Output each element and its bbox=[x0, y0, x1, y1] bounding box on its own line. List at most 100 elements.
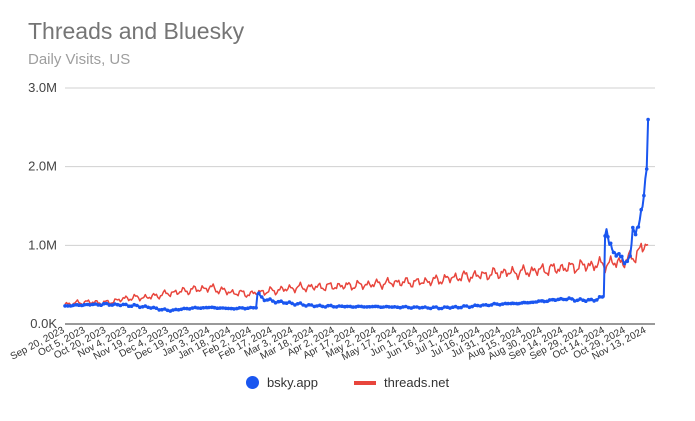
data-point-bsky bbox=[168, 309, 173, 313]
data-point-bsky bbox=[174, 307, 178, 312]
data-point-bsky bbox=[124, 302, 128, 307]
legend: bsky.app threads.net bbox=[0, 375, 695, 390]
data-point-bsky bbox=[318, 303, 322, 308]
data-point-bsky bbox=[270, 299, 275, 303]
data-point-bsky bbox=[511, 301, 516, 306]
data-point-bsky bbox=[570, 297, 574, 301]
chart-subtitle: Daily Visits, US bbox=[28, 51, 131, 68]
data-point-bsky bbox=[459, 305, 463, 310]
data-point-bsky bbox=[160, 307, 164, 312]
data-point-bsky bbox=[246, 306, 250, 311]
data-point-bsky bbox=[370, 304, 375, 309]
data-point-bsky bbox=[489, 303, 494, 307]
data-point-bsky bbox=[157, 308, 161, 312]
data-point-bsky bbox=[132, 302, 136, 307]
legend-item-threads[interactable]: threads.net bbox=[354, 375, 449, 390]
data-point-bsky bbox=[478, 304, 483, 308]
data-point-bsky bbox=[628, 254, 632, 258]
data-point-bsky bbox=[304, 304, 308, 308]
data-point-bsky bbox=[381, 305, 386, 309]
data-point-bsky bbox=[210, 305, 214, 310]
data-point-bsky bbox=[426, 306, 430, 310]
data-point-bsky bbox=[190, 306, 195, 310]
data-point-bsky bbox=[606, 235, 610, 239]
data-point-bsky bbox=[354, 305, 358, 309]
data-point-bsky bbox=[417, 306, 422, 310]
data-point-bsky bbox=[66, 304, 70, 308]
data-point-bsky bbox=[462, 304, 466, 308]
data-point-bsky bbox=[162, 307, 167, 311]
data-point-bsky bbox=[151, 305, 156, 310]
data-point-bsky bbox=[437, 306, 441, 311]
data-point-bsky bbox=[392, 305, 397, 309]
data-point-bsky bbox=[646, 117, 650, 122]
data-point-bsky bbox=[237, 306, 242, 310]
data-point-bsky bbox=[359, 304, 364, 309]
data-point-bsky bbox=[520, 301, 524, 305]
data-point-bsky bbox=[179, 307, 184, 312]
data-point-bsky bbox=[126, 304, 131, 309]
data-point-bsky bbox=[312, 304, 317, 309]
data-point-bsky bbox=[240, 306, 245, 310]
data-point-bsky bbox=[439, 306, 444, 311]
data-point-bsky bbox=[345, 304, 350, 309]
data-point-bsky bbox=[622, 261, 627, 266]
data-point-bsky bbox=[196, 306, 200, 310]
data-point-bsky bbox=[356, 304, 361, 309]
data-point-bsky bbox=[401, 305, 405, 309]
data-point-bsky bbox=[545, 299, 549, 304]
data-point-bsky bbox=[617, 252, 621, 256]
data-point-bsky bbox=[298, 301, 303, 305]
data-point-bsky bbox=[221, 306, 225, 310]
data-point-bsky bbox=[423, 305, 427, 309]
data-point-bsky bbox=[412, 305, 416, 309]
data-point-bsky bbox=[581, 298, 585, 303]
data-point-bsky bbox=[448, 306, 452, 310]
y-tick-label: 3.0M bbox=[28, 80, 57, 95]
data-point-bsky bbox=[99, 303, 103, 308]
legend-item-bsky[interactable]: bsky.app bbox=[245, 375, 318, 390]
data-point-bsky bbox=[265, 298, 270, 302]
data-point-bsky bbox=[595, 298, 599, 302]
data-point-bsky bbox=[534, 300, 538, 304]
data-point-bsky bbox=[525, 300, 530, 305]
data-point-bsky bbox=[257, 291, 261, 296]
data-point-bsky bbox=[586, 297, 591, 302]
data-point-bsky bbox=[279, 299, 283, 304]
data-point-bsky bbox=[187, 307, 192, 311]
data-point-bsky bbox=[384, 304, 389, 309]
data-point-bsky bbox=[420, 305, 425, 310]
data-point-bsky bbox=[575, 298, 580, 303]
data-point-bsky bbox=[154, 306, 159, 311]
data-point-bsky bbox=[320, 304, 325, 309]
data-point-bsky bbox=[536, 299, 541, 303]
data-point-bsky bbox=[406, 305, 411, 310]
data-point-bsky bbox=[390, 305, 394, 309]
data-point-bsky bbox=[453, 304, 458, 309]
data-point-bsky bbox=[232, 307, 236, 311]
data-point-bsky bbox=[207, 305, 211, 310]
data-point-bsky bbox=[578, 297, 582, 301]
data-point-bsky bbox=[642, 193, 646, 198]
data-point-bsky bbox=[633, 232, 638, 237]
data-point-bsky bbox=[90, 302, 95, 307]
data-point-bsky bbox=[226, 306, 231, 311]
data-point-bsky bbox=[608, 241, 613, 246]
data-point-bsky bbox=[620, 254, 624, 259]
data-point-bsky bbox=[295, 302, 300, 306]
data-point-bsky bbox=[636, 225, 641, 229]
data-point-bsky bbox=[293, 303, 297, 307]
data-point-bsky bbox=[367, 305, 372, 309]
data-point-bsky bbox=[611, 250, 616, 255]
data-point-bsky bbox=[351, 305, 355, 309]
data-point-bsky bbox=[539, 299, 544, 303]
data-point-bsky bbox=[113, 302, 117, 306]
data-point-bsky bbox=[409, 306, 414, 310]
data-point-bsky bbox=[149, 306, 153, 310]
data-point-bsky bbox=[234, 306, 239, 311]
data-point-bsky bbox=[182, 306, 186, 311]
data-point-bsky bbox=[403, 304, 408, 309]
data-point-bsky bbox=[434, 305, 439, 309]
data-point-bsky bbox=[218, 306, 222, 310]
